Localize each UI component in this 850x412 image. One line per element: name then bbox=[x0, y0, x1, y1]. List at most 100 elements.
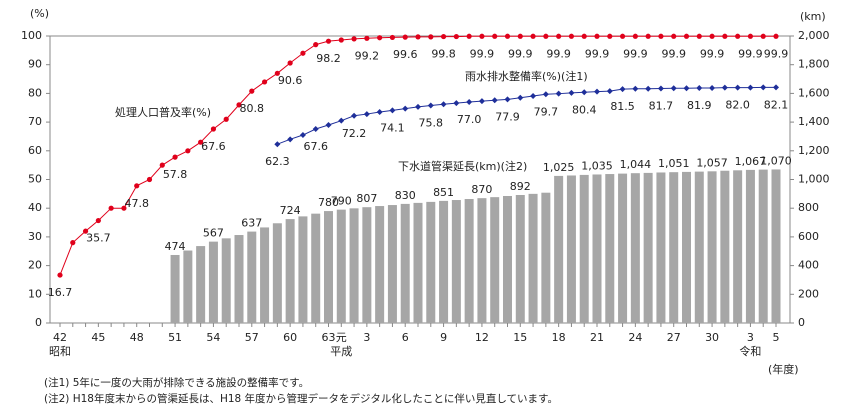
marker bbox=[543, 33, 549, 39]
y-axis-label: (%) bbox=[30, 7, 49, 20]
marker bbox=[389, 107, 396, 114]
marker bbox=[581, 89, 588, 96]
marker bbox=[82, 228, 89, 234]
marker bbox=[287, 60, 293, 66]
marker bbox=[95, 217, 101, 224]
bar bbox=[362, 207, 372, 323]
bar-label: 637 bbox=[241, 217, 262, 230]
y2-tick-label: 800 bbox=[798, 201, 819, 214]
y2-tick-label: 400 bbox=[798, 259, 819, 272]
bar bbox=[183, 250, 193, 323]
x-tick-label: 3 bbox=[363, 331, 370, 344]
marker bbox=[121, 205, 127, 211]
bar bbox=[272, 223, 282, 323]
point-label: 67.6 bbox=[201, 140, 226, 153]
point-label: 99.9 bbox=[623, 47, 648, 60]
y2-tick-label: 1,200 bbox=[798, 144, 830, 157]
point-label: 57.8 bbox=[163, 168, 188, 181]
x-tick-label: 21 bbox=[590, 331, 604, 344]
bar bbox=[298, 216, 308, 323]
marker bbox=[70, 240, 76, 246]
marker bbox=[210, 126, 217, 132]
point-label: 72.2 bbox=[342, 127, 367, 140]
marker bbox=[735, 33, 741, 39]
y-tick-label: 40 bbox=[28, 201, 42, 214]
bar bbox=[515, 194, 525, 323]
bar-label: 1,035 bbox=[581, 159, 613, 172]
marker bbox=[236, 102, 242, 108]
series-name: 処理人口普及率(%) bbox=[115, 105, 211, 119]
marker bbox=[402, 105, 409, 112]
marker bbox=[363, 111, 370, 118]
point-label: 99.9 bbox=[546, 47, 571, 60]
x-tick-label: 45 bbox=[91, 331, 105, 344]
marker bbox=[466, 33, 472, 39]
x-tick-label: 57 bbox=[245, 331, 259, 344]
line bbox=[277, 86, 776, 145]
y2-tick-label: 1,800 bbox=[798, 58, 830, 71]
y-tick-label: 20 bbox=[28, 259, 42, 272]
marker bbox=[351, 36, 357, 42]
marker bbox=[606, 88, 613, 95]
bar-label: 474 bbox=[165, 240, 186, 253]
bar bbox=[490, 197, 500, 323]
bar bbox=[426, 201, 436, 323]
marker bbox=[760, 33, 766, 39]
y2-tick-label: 1,400 bbox=[798, 115, 830, 128]
marker bbox=[377, 35, 383, 41]
marker bbox=[479, 33, 485, 39]
point-label: 99.9 bbox=[764, 47, 789, 60]
marker bbox=[696, 84, 703, 91]
y-tick-label: 50 bbox=[28, 173, 42, 186]
bar-label: 724 bbox=[280, 204, 301, 217]
marker bbox=[773, 33, 779, 39]
bar-label: 1,070 bbox=[760, 154, 792, 167]
marker bbox=[542, 91, 549, 98]
marker bbox=[364, 35, 370, 41]
x-tick-label: 9 bbox=[440, 331, 447, 344]
marker bbox=[747, 84, 754, 91]
point-label: 67.6 bbox=[303, 140, 328, 153]
point-label: 80.8 bbox=[240, 102, 265, 115]
marker bbox=[709, 33, 715, 39]
bar bbox=[311, 213, 321, 323]
marker bbox=[415, 34, 421, 40]
y-tick-label: 100 bbox=[21, 29, 42, 42]
marker bbox=[747, 33, 754, 39]
point-label: 99.9 bbox=[470, 47, 495, 60]
marker bbox=[734, 84, 741, 91]
marker bbox=[619, 33, 626, 39]
bar-label: 1,051 bbox=[658, 157, 690, 170]
bar bbox=[733, 170, 743, 323]
bar bbox=[669, 172, 679, 323]
marker bbox=[594, 33, 600, 39]
marker bbox=[313, 42, 319, 48]
marker bbox=[453, 33, 459, 40]
marker bbox=[760, 84, 767, 91]
bar bbox=[260, 227, 270, 323]
point-label: 99.9 bbox=[738, 47, 763, 60]
point-label: 80.4 bbox=[572, 103, 597, 116]
marker bbox=[683, 33, 690, 39]
marker bbox=[338, 37, 344, 43]
bar bbox=[694, 171, 704, 323]
marker bbox=[645, 85, 652, 92]
bar-label: 1,044 bbox=[620, 158, 652, 171]
marker bbox=[530, 92, 537, 99]
marker bbox=[172, 154, 178, 160]
marker bbox=[594, 88, 600, 95]
bar bbox=[324, 211, 333, 323]
bar bbox=[503, 196, 512, 323]
point-label: 77.0 bbox=[457, 113, 482, 126]
bar bbox=[477, 198, 487, 323]
note: (注2) H18年度末からの管渠延長は、H18 年度から管理データをデジタル化し… bbox=[44, 392, 558, 405]
bar bbox=[579, 174, 589, 323]
bar bbox=[285, 219, 295, 323]
marker bbox=[287, 136, 294, 143]
marker bbox=[299, 132, 306, 139]
point-label: 99.2 bbox=[355, 49, 380, 62]
marker bbox=[325, 121, 332, 128]
bar bbox=[554, 175, 564, 323]
marker bbox=[261, 79, 268, 85]
